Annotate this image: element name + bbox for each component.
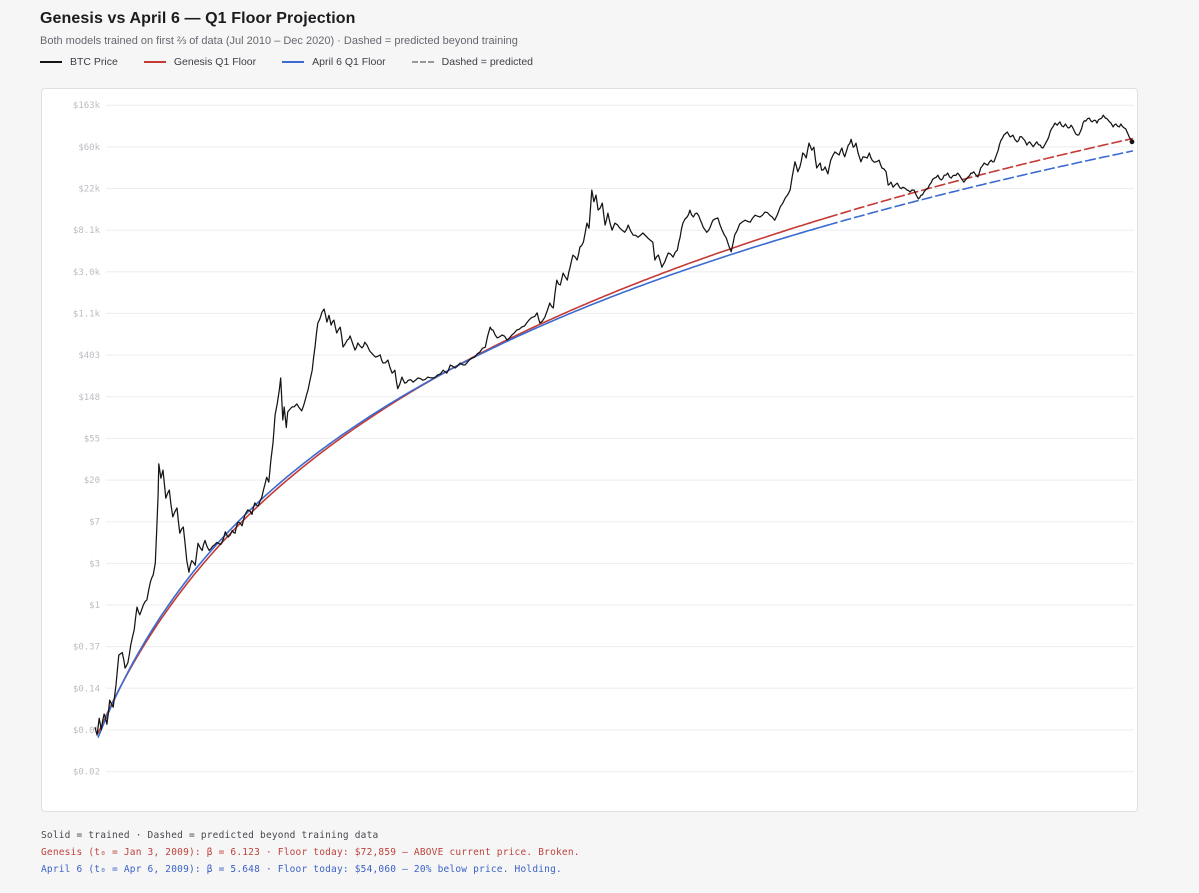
floor-line-predicted-genesis xyxy=(826,137,1134,219)
y-tick-label: $3.0k xyxy=(73,268,101,278)
legend-label-dashed-note: Dashed = predicted xyxy=(441,56,534,68)
y-tick-label: $8.1k xyxy=(73,226,101,236)
y-tick-label: $0.02 xyxy=(73,768,100,778)
page-title: Genesis vs April 6 — Q1 Floor Projection xyxy=(40,10,356,27)
y-tick-label: $163k xyxy=(73,101,101,111)
y-tick-label: $22k xyxy=(78,185,100,195)
y-tick-label: $55 xyxy=(84,434,100,444)
dashed-line-swatch-icon xyxy=(411,61,434,63)
y-tick-label: $20 xyxy=(84,476,100,486)
legend-label-genesis-floor: Genesis Q1 Floor xyxy=(173,56,257,68)
legend-label-april6-floor: April 6 Q1 Floor xyxy=(312,56,386,68)
footnote-genesis-stats: Genesis (t₀ = Jan 3, 2009): β = 6.123 · … xyxy=(41,847,580,858)
y-tick-label: $403 xyxy=(78,351,100,361)
floor-line-trained-april6 xyxy=(97,224,828,739)
btc-price-line xyxy=(94,114,1133,736)
chart-footnotes: Solid = trained · Dashed = predicted bey… xyxy=(41,827,580,878)
y-tick-label: $1 xyxy=(89,601,100,611)
legend-item-dashed-note: Dashed = predicted xyxy=(411,56,534,68)
legend-item-btc-price: BTC Price xyxy=(40,56,118,68)
floor-line-predicted-april6 xyxy=(826,150,1134,227)
y-tick-label: $3 xyxy=(89,559,100,569)
y-tick-label: $0.14 xyxy=(73,684,100,694)
y-tick-label: $7 xyxy=(89,518,100,528)
y-tick-label: $0.37 xyxy=(73,643,100,653)
footnote-april6-stats: April 6 (t₀ = Apr 6, 2009): β = 5.648 · … xyxy=(41,864,562,875)
genesis-line-swatch-icon xyxy=(143,61,166,63)
legend-item-genesis-floor: Genesis Q1 Floor xyxy=(143,56,257,68)
footnote-legend: Solid = trained · Dashed = predicted bey… xyxy=(41,830,379,841)
chart-canvas: $163k $60k $22k $8.1k $3.0k $1.1k $403 $148 $55 $… xyxy=(73,101,1135,778)
legend: BTC Price Genesis Q1 Floor April 6 Q1 Fl… xyxy=(40,56,1140,68)
chart-header: Genesis vs April 6 — Q1 Floor Projection… xyxy=(40,10,1140,68)
april6-line-swatch-icon xyxy=(282,61,305,63)
btc-line-swatch-icon xyxy=(40,61,62,63)
floor-line-trained-genesis xyxy=(97,216,828,735)
legend-item-april6-floor: April 6 Q1 Floor xyxy=(282,56,386,68)
y-tick-label: $60k xyxy=(78,143,100,153)
page-subtitle: Both models trained on first ⅔ of data (… xyxy=(40,35,518,47)
legend-label-btc-price: BTC Price xyxy=(70,56,118,68)
latest-price-dot xyxy=(1129,139,1135,145)
y-tick-label: $148 xyxy=(78,393,100,403)
y-tick-label: $1.1k xyxy=(73,309,101,319)
chart-panel: $163k $60k $22k $8.1k $3.0k $1.1k $403 $148 $55 $… xyxy=(41,88,1138,812)
y-tick-label: $0.05 xyxy=(73,726,100,736)
